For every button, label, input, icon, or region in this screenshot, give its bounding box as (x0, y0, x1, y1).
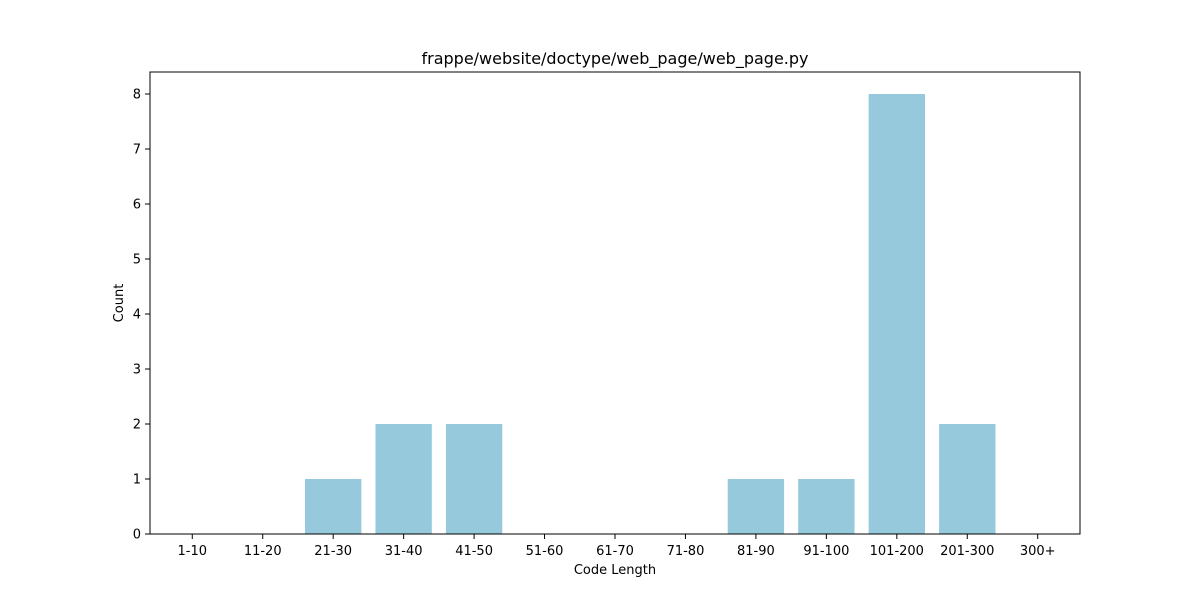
x-tick-label: 31-40 (385, 544, 423, 559)
x-tick-label: 61-70 (596, 544, 634, 559)
x-tick-label: 71-80 (667, 544, 705, 559)
x-tick-label: 81-90 (737, 544, 775, 559)
y-tick-label: 4 (133, 308, 141, 323)
x-tick-label: 51-60 (526, 544, 564, 559)
y-tick-label: 5 (133, 253, 141, 268)
y-tick-label: 7 (133, 143, 141, 158)
x-tick-label: 11-20 (244, 544, 282, 559)
x-tick-label: 41-50 (455, 544, 493, 559)
x-tick-label: 91-100 (803, 544, 849, 559)
x-tick-label: 1-10 (178, 544, 208, 559)
y-tick-label: 3 (133, 363, 141, 378)
bar-31-40 (375, 424, 432, 534)
x-tick-label: 101-200 (870, 544, 924, 559)
y-axis-label: Count (112, 284, 127, 323)
bar-201-300 (939, 424, 996, 534)
chart-title: frappe/website/doctype/web_page/web_page… (421, 49, 808, 69)
bar-21-30 (305, 479, 362, 534)
bar-41-50 (445, 424, 503, 534)
y-tick-label: 1 (133, 473, 141, 488)
bar-81-90 (727, 479, 785, 534)
y-tick-label: 0 (133, 528, 141, 543)
bars-group (305, 94, 996, 534)
x-tick-label: 300+ (1020, 544, 1056, 559)
x-tick-label: 21-30 (314, 544, 352, 559)
bar-101-200 (868, 94, 925, 534)
y-tick-label: 6 (133, 198, 141, 213)
y-tick-label: 8 (133, 88, 141, 103)
x-tick-label: 201-300 (940, 544, 994, 559)
x-axis-label: Code Length (574, 563, 656, 578)
y-axis-ticks: 0 1 2 3 4 5 6 7 8 (133, 88, 150, 543)
bar-91-100 (798, 479, 855, 534)
y-tick-label: 2 (133, 418, 141, 433)
x-axis-ticks: 1-10 11-20 21-30 31-40 41-50 51-60 61-70 71-80 8… (178, 534, 1056, 559)
